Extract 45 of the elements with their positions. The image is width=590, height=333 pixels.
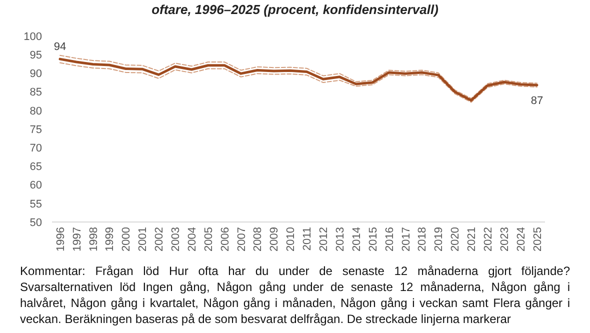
x-tick-label: 2018	[416, 227, 429, 252]
y-tick-label: 95	[30, 49, 42, 62]
x-tick-label: 2007	[236, 227, 248, 252]
y-tick-label: 55	[30, 198, 42, 210]
data-label: 94	[54, 41, 66, 54]
x-tick-label: 2000	[120, 227, 133, 252]
x-tick-label: 2017	[400, 227, 412, 252]
text: Kommentar: Frågan löd Hur ofta har du under de senaste 12 månaderna gjort följande? Svarsalternativen löd Ingen gång, Någon gång under de senaste 12 månaderna, Någon gång i halvåret, Någon gång i kvartalet, Någon gång i månaden, Någon gång i veckan samt Flera gånger i veckan. Beräkningen baseras på de som besvarat delfrågan. De streckade linjerna markerar	[20, 263, 570, 327]
x-tick-label: 2025	[532, 227, 544, 252]
x-tick-label: 2009	[268, 227, 281, 252]
x-tick-label: 2005	[202, 227, 215, 252]
x-tick-label: 2016	[384, 227, 396, 252]
data-label: 87	[530, 95, 544, 108]
x-tick-label: 2001	[137, 227, 150, 252]
x-tick-label: 2022	[482, 227, 495, 252]
x-tick-label: 2023	[498, 227, 511, 252]
x-tick-label: 2020	[450, 227, 462, 252]
x-tick-label: 2006	[219, 227, 232, 252]
x-tick-label: 2011	[302, 227, 314, 251]
x-tick-label: 2024	[515, 227, 528, 252]
x-tick-label: 2013	[334, 227, 346, 252]
x-tick-label: 2021	[466, 227, 478, 252]
x-tick-label: 2004	[186, 227, 198, 252]
x-tick-label: 1997	[71, 227, 84, 252]
y-tick-label: 80	[30, 105, 42, 118]
y-tick-label: 50	[30, 216, 42, 229]
y-tick-label: 75	[30, 124, 42, 136]
y-tick-label: 60	[30, 180, 42, 192]
x-tick-label: 2015	[367, 227, 380, 252]
x-tick-label: 2012	[318, 227, 330, 252]
x-tick-label: 2002	[154, 227, 166, 252]
y-tick-label: 65	[30, 161, 42, 174]
y-tick-label: 85	[30, 86, 42, 99]
x-tick-label: 2008	[252, 227, 264, 252]
x-tick-label: 1999	[104, 227, 116, 252]
chart-title: oftare, 1996–2025 (procent, konfidensintervall)	[152, 2, 438, 17]
y-tick-label: 90	[30, 68, 42, 80]
x-tick-label: 2003	[170, 227, 182, 252]
y-tick-label: 70	[30, 142, 42, 154]
x-tick-label: 2010	[285, 227, 298, 252]
x-tick-label: 1998	[88, 227, 100, 252]
x-tick-label: 2019	[433, 227, 446, 252]
x-tick-label: 2014	[350, 227, 363, 252]
x-tick-label: 1996	[54, 227, 67, 252]
y-tick-label: 100	[24, 30, 42, 43]
